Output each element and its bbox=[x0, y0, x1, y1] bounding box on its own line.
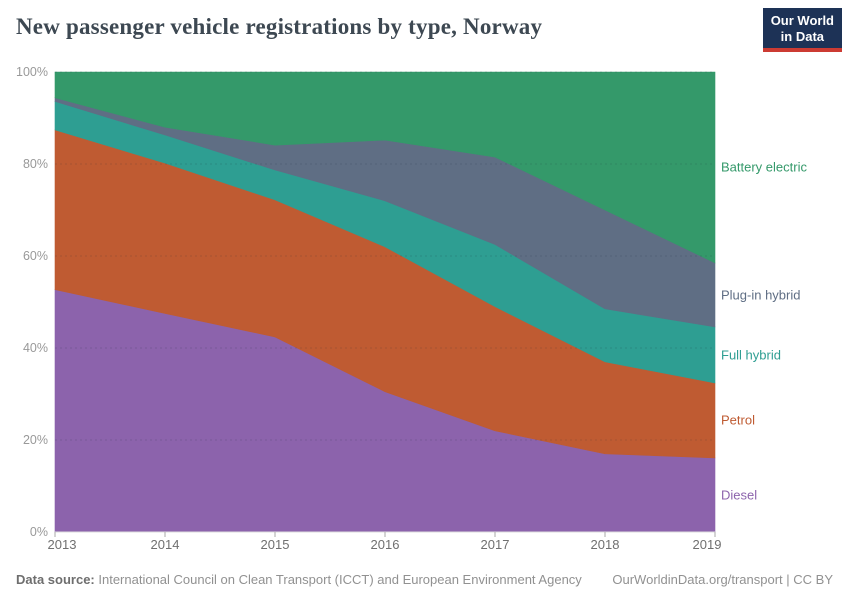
legend-label-battery-electric[interactable]: Battery electric bbox=[721, 159, 807, 175]
legend-label-plug-in-hybrid[interactable]: Plug-in hybrid bbox=[721, 287, 801, 303]
footer: Data source: International Council on Cl… bbox=[16, 572, 833, 587]
owid-logo-line2: in Data bbox=[780, 28, 825, 44]
x-tick-label: 2016 bbox=[370, 537, 400, 552]
data-source-note: Data source: International Council on Cl… bbox=[16, 572, 582, 587]
data-source-text: International Council on Clean Transport… bbox=[94, 572, 582, 587]
legend-label-full-hybrid[interactable]: Full hybrid bbox=[721, 347, 781, 363]
x-tick-label: 2018 bbox=[590, 537, 620, 552]
data-source-label: Data source: bbox=[16, 572, 95, 587]
owid-url-license[interactable]: OurWorldinData.org/transport | CC BY bbox=[612, 572, 833, 587]
x-tick-label: 2014 bbox=[150, 537, 180, 552]
y-tick-label: 0% bbox=[29, 525, 48, 539]
owid-logo[interactable]: Our World in Data bbox=[762, 8, 842, 53]
x-tick-label: 2019 bbox=[692, 537, 722, 552]
y-tick-label: 40% bbox=[22, 341, 48, 355]
area-battery-electric[interactable] bbox=[54, 71, 716, 264]
y-tick-label: 60% bbox=[22, 249, 48, 263]
x-tick-label: 2017 bbox=[480, 537, 510, 552]
legend-label-diesel[interactable]: Diesel bbox=[721, 487, 758, 503]
owid-logo-line1: Our World bbox=[770, 13, 834, 28]
x-tick-label: 2015 bbox=[260, 537, 290, 552]
y-tick-label: 20% bbox=[22, 433, 48, 447]
y-tick-label: 100% bbox=[16, 65, 48, 79]
y-tick-label: 80% bbox=[22, 157, 48, 171]
x-tick-label: 2013 bbox=[47, 537, 77, 552]
legend-label-petrol[interactable]: Petrol bbox=[721, 412, 755, 428]
page-title: New passenger vehicle registrations by t… bbox=[16, 14, 543, 39]
